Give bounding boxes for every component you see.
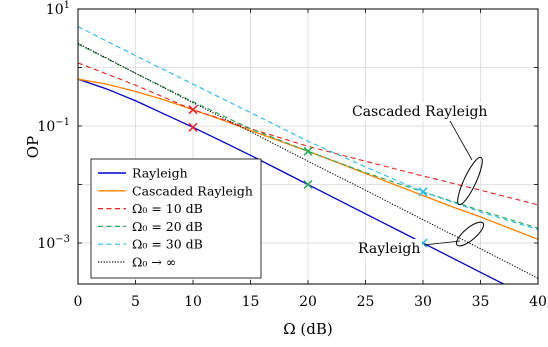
legend-label: Rayleigh [132,166,188,181]
legend-label: Ω₀ = 20 dB [132,219,203,234]
legend-box [90,158,262,279]
marker-cross [188,105,198,115]
annotation-cascaded-rayleigh: Cascaded Rayleigh [352,104,487,120]
y-tick-label: 10−1 [37,117,70,135]
x-tick-label: 30 [414,294,432,310]
x-tick-label: 40 [529,294,547,310]
rayleigh-leader-line [423,240,461,246]
series-line-4 [78,26,538,231]
annotations: Cascaded Rayleigh Rayleigh [348,102,488,258]
cascaded-group-ellipse [457,156,483,206]
x-tick-label: 15 [242,294,260,310]
legend: Rayleigh Cascaded Rayleigh Ω₀ = 10 dB Ω₀ = … [90,158,262,279]
y-tick-label: 101 [46,0,70,18]
rayleigh-group-ellipse [455,221,485,247]
legend-label: Ω₀ = 10 dB [132,201,203,216]
legend-entries: Rayleigh Cascaded Rayleigh Ω₀ = 10 dB Ω₀ = … [98,166,253,270]
y-tick-label: 10−3 [37,234,70,252]
x-axis-label: Ω (dB) [283,320,333,338]
marker-cross [188,122,198,132]
cascaded-leader-line [449,120,473,161]
x-tick-label: 20 [299,294,317,310]
legend-label: Cascaded Rayleigh [132,183,253,198]
x-tick-label: 0 [74,294,83,310]
x-tick-label: 5 [131,294,140,310]
series-line-3 [78,43,538,229]
rayleigh-label-bg [354,239,422,258]
x-tick-label: 10 [184,294,202,310]
y-axis-label: OP [24,136,42,158]
marker-cross [303,146,313,156]
series-markers [188,105,428,248]
x-tick-label: 25 [357,294,375,310]
marker-cross [418,187,428,197]
cascaded-label-bg [348,102,488,121]
series-line-5 [78,42,538,279]
x-tick-label: 35 [472,294,490,310]
axis-ticks: 0 5 10 15 20 25 30 35 40 101 10−1 10−3 [37,0,546,310]
marker-cross [303,180,313,190]
annotation-rayleigh: Rayleigh [358,241,420,257]
legend-label: Ω₀ = 30 dB [132,237,203,252]
legend-label: Ω₀ → ∞ [132,255,176,270]
